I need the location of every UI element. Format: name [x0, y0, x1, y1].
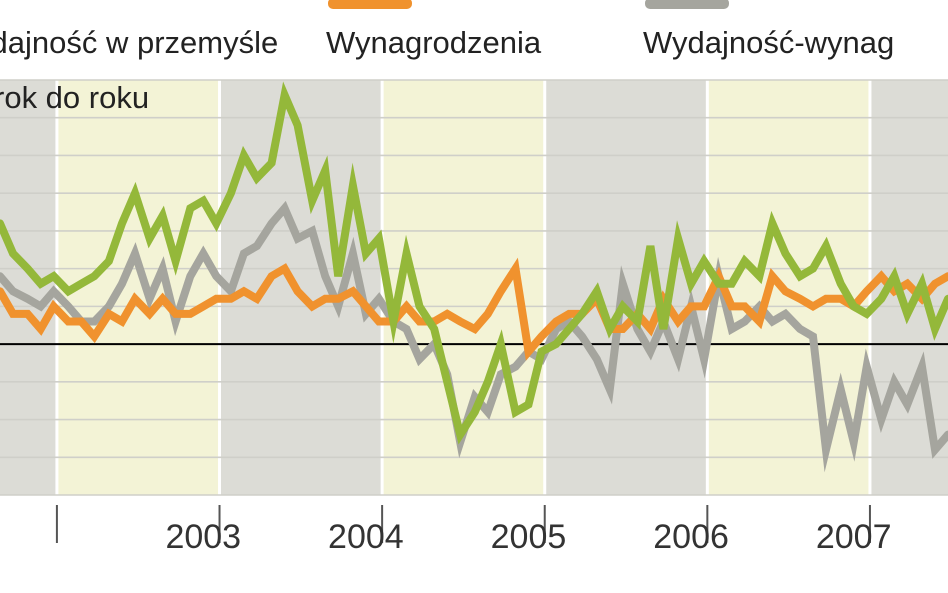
series-line [0, 200, 948, 473]
legend-label-wynagrodzenia: Wynagrodzenia [326, 25, 542, 60]
y-axis-unit-label: rok do roku [0, 80, 149, 115]
legend-swatch-wynagrodzenia [328, 0, 412, 9]
series-line [0, 257, 948, 361]
x-tick-label: 2005 [491, 518, 567, 556]
legend-label-wydajnosc-wynag: Wydajność-wynag [643, 25, 894, 60]
x-tick-label: 2006 [653, 518, 729, 556]
series-lines [0, 81, 948, 473]
legend-label-wydajnosc: Wydajność w przemyśle [0, 25, 278, 60]
series-line [0, 81, 948, 445]
x-tick-label: 2003 [165, 518, 241, 556]
legend-swatch-wydajnosc-wynag [645, 0, 729, 9]
x-tick-label: 2004 [328, 518, 404, 556]
year-band [56, 80, 220, 495]
x-axis: 2003 2004 2005 2006 2007 [55, 505, 892, 556]
legend: Wydajność w przemyśle Wynagrodzenia Wyda… [0, 0, 894, 60]
x-tick-label: 2007 [816, 518, 892, 556]
